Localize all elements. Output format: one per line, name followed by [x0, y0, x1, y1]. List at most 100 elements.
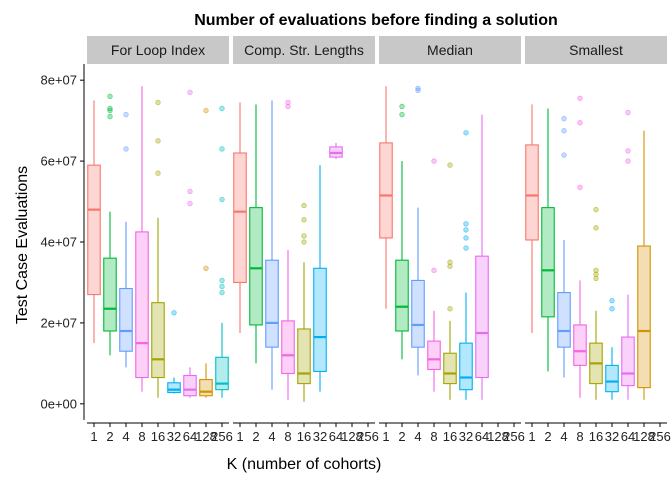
y-axis-title: Test Case Evaluations: [14, 166, 31, 324]
iqr-box: [541, 207, 555, 318]
iqr-box: [475, 255, 489, 379]
x-tick-label: 16: [151, 429, 165, 444]
x-tick-label: 64: [183, 429, 197, 444]
x-tick-label: 64: [329, 429, 343, 444]
box-k-256: [215, 105, 229, 398]
outlier-point: [155, 138, 161, 144]
y-tick-label: 4e+07: [40, 235, 77, 250]
outlier-point: [447, 162, 453, 168]
outlier-point: [593, 225, 599, 231]
outlier-point: [107, 93, 113, 100]
x-tick-label: 16: [297, 429, 311, 444]
outlier-point: [577, 95, 583, 102]
x-tick-label: 4: [560, 429, 567, 444]
x-tick-label: 8: [138, 429, 145, 444]
outlier-point: [593, 271, 599, 278]
box-k-8: [135, 86, 149, 392]
outlier-point: [447, 259, 453, 265]
facet-strip: [379, 36, 521, 64]
iqr-box: [87, 164, 101, 296]
outlier-point: [447, 306, 453, 312]
facet-strip-label: Smallest: [569, 42, 623, 58]
outlier-point: [561, 152, 567, 158]
iqr-box: [297, 328, 311, 385]
outlier-point: [431, 267, 437, 274]
x-tick-label: 256: [211, 429, 233, 444]
box-k-32: [459, 130, 473, 400]
box-k-1: [379, 86, 393, 309]
box-k-128: [637, 130, 651, 400]
iqr-box: [621, 336, 635, 387]
x-tick-label: 8: [576, 429, 583, 444]
iqr-box: [395, 259, 409, 332]
iqr-box: [183, 374, 197, 397]
outlier-point: [561, 128, 567, 134]
outlier-point: [593, 267, 599, 274]
iqr-box: [151, 302, 165, 379]
outlier-point: [561, 115, 567, 122]
iqr-box: [215, 356, 229, 391]
iqr-box: [119, 287, 133, 352]
box-k-64: [329, 142, 343, 160]
facet-strip: [87, 36, 229, 64]
outlier-point: [285, 99, 291, 106]
outlier-point: [123, 146, 129, 152]
x-tick-label: 256: [649, 429, 671, 444]
box-k-2: [541, 108, 555, 372]
iqr-box: [605, 364, 619, 393]
outlier-point: [219, 105, 225, 112]
iqr-box: [265, 259, 279, 348]
outlier-point: [301, 217, 307, 223]
x-tick-label: 1: [236, 429, 243, 444]
x-tick-label: 1: [382, 429, 389, 444]
outlier-point: [155, 170, 161, 176]
x-tick-label: 64: [621, 429, 635, 444]
x-tick-label: 1: [528, 429, 535, 444]
box-k-4: [119, 111, 133, 368]
x-tick-label: 4: [268, 429, 275, 444]
facet-strip-label: For Loop Index: [111, 42, 205, 58]
box-k-16: [443, 162, 457, 400]
box-k-8: [573, 95, 587, 398]
outlier-point: [609, 306, 615, 312]
box-k-64: [183, 89, 197, 398]
panels-layer: 0e+00 2e+07 4e+07 6e+07 8e+07 For Loop Index 1…: [40, 36, 671, 444]
outlier-point: [107, 105, 113, 112]
iqr-box: [103, 257, 117, 332]
x-tick-label: 128: [487, 429, 509, 444]
outlier-point: [187, 89, 193, 96]
box-k-2: [249, 104, 263, 364]
x-tick-label: 2: [398, 429, 405, 444]
outlier-point: [219, 146, 225, 152]
x-tick-label: 32: [605, 429, 619, 444]
facet-strip: [233, 36, 375, 64]
outlier-point: [301, 202, 307, 209]
box-k-2: [103, 93, 117, 356]
outlier-point: [415, 85, 421, 91]
outlier-point: [431, 158, 437, 164]
iqr-box: [557, 292, 571, 348]
outlier-point: [577, 119, 583, 126]
iqr-box: [379, 142, 393, 239]
facet-strip-label: Median: [427, 42, 473, 58]
box-k-32: [313, 165, 327, 392]
x-tick-label: 128: [633, 429, 655, 444]
iqr-box: [249, 207, 263, 326]
outlier-point: [399, 103, 405, 110]
box-k-32: [605, 297, 619, 400]
box-k-8: [427, 158, 441, 392]
box-k-128: [199, 107, 213, 398]
outlier-point: [625, 158, 631, 164]
chart-title: Number of evaluations before finding a s…: [194, 12, 558, 29]
box-k-64: [621, 109, 635, 400]
x-tick-label: 128: [341, 429, 363, 444]
y-tick-label: 2e+07: [40, 315, 77, 330]
outlier-point: [219, 289, 225, 296]
box-k-8: [281, 99, 295, 400]
outlier-point: [399, 111, 405, 118]
iqr-box: [573, 324, 587, 366]
box-k-4: [557, 115, 571, 378]
x-tick-label: 32: [459, 429, 473, 444]
box-k-4: [411, 85, 425, 376]
